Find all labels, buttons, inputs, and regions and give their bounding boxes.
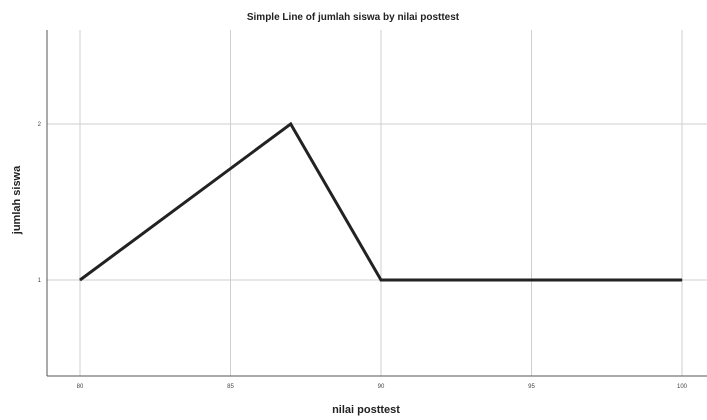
data-point: [681, 279, 683, 281]
data-point: [380, 279, 382, 281]
data-point: [79, 279, 81, 281]
x-tick-label: 100: [677, 384, 688, 390]
chart-title: Simple Line of jumlah siswa by nilai pos…: [247, 12, 460, 23]
data-point: [290, 123, 292, 125]
x-tick-label: 85: [227, 384, 234, 390]
y-tick-label: 2: [38, 122, 42, 128]
x-axis-label: nilai posttest: [332, 404, 400, 416]
series-line: [79, 121, 682, 282]
x-tick-label: 90: [378, 384, 385, 390]
x-tick-labels: 80 85 90 95 100: [77, 384, 688, 390]
y-gridlines: [47, 123, 707, 281]
y-tick-labels: 12: [38, 122, 42, 284]
y-tick-label: 1: [38, 278, 42, 284]
x-tick-label: 95: [528, 384, 535, 390]
x-gridlines: [79, 30, 683, 376]
x-tick-label: 80: [77, 384, 84, 390]
data-points: [79, 123, 683, 281]
y-axis-label: jumlah siswa: [11, 165, 23, 235]
